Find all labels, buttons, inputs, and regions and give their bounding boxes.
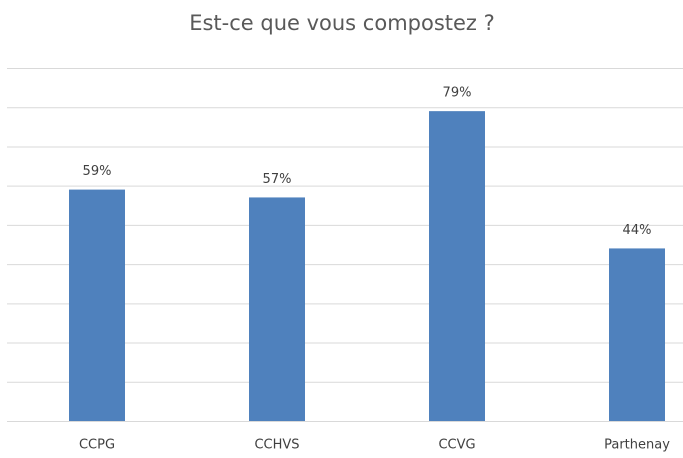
chart-title: Est-ce que vous compostez ? xyxy=(189,11,495,35)
bar xyxy=(69,189,125,421)
value-label: 44% xyxy=(623,223,652,238)
x-tick-label: CCVG xyxy=(438,438,475,453)
value-label: 79% xyxy=(443,86,472,101)
bar xyxy=(609,248,665,421)
x-tick-label: CCPG xyxy=(79,438,115,453)
value-label: 59% xyxy=(83,164,112,179)
bar xyxy=(249,197,305,421)
value-label: 57% xyxy=(263,172,292,187)
x-tick-label: Parthenay xyxy=(604,438,670,453)
bar xyxy=(429,111,485,422)
x-tick-label: CCHVS xyxy=(254,438,299,453)
